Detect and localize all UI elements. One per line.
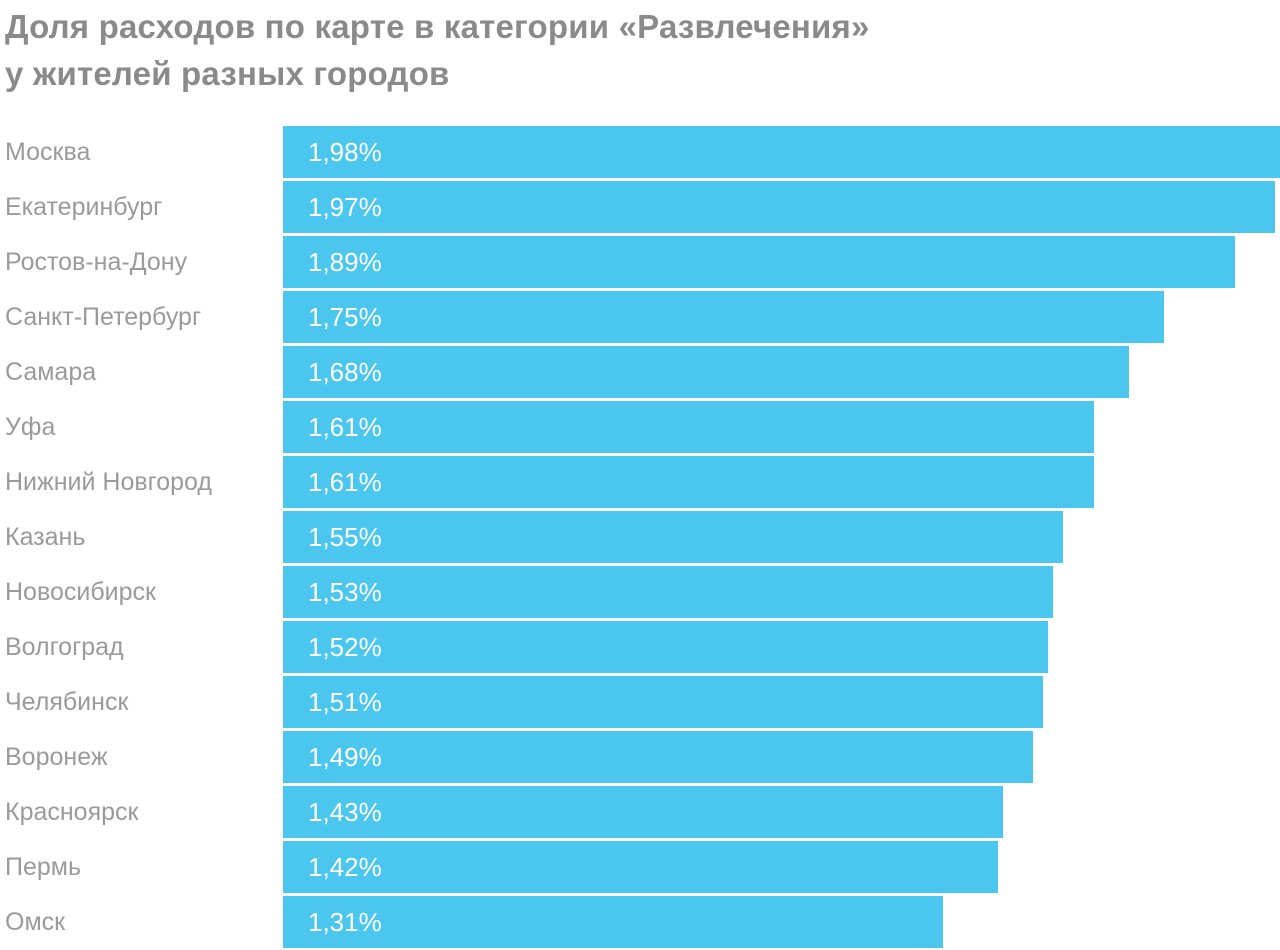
chart-title-line-1: Доля расходов по карте в категории «Разв… <box>5 8 870 45</box>
city-label: Екатеринбург <box>5 192 163 221</box>
bar: 1,52% <box>283 621 1049 673</box>
bar-value-label: 1,68% <box>308 356 382 387</box>
bar: 1,68% <box>283 346 1129 398</box>
bar-value-label: 1,42% <box>308 851 382 882</box>
bar-value-label: 1,52% <box>308 631 382 662</box>
bar: 1,98% <box>283 126 1280 178</box>
bar-value-label: 1,89% <box>308 246 382 277</box>
bar: 1,42% <box>283 841 999 893</box>
bar-track: 1,98% <box>283 126 1280 178</box>
bar-track: 1,75% <box>283 291 1280 343</box>
chart-row: Уфа 1,61% <box>0 401 1280 453</box>
chart-row: Пермь 1,42% <box>0 841 1280 893</box>
city-label: Пермь <box>5 852 81 881</box>
bar: 1,75% <box>283 291 1165 343</box>
chart-row: Санкт-Петербург 1,75% <box>0 291 1280 343</box>
city-label: Челябинск <box>5 687 129 716</box>
bar-track: 1,42% <box>283 841 1280 893</box>
city-label: Ростов-на-Дону <box>5 247 188 276</box>
chart-row: Самара 1,68% <box>0 346 1280 398</box>
bar-track: 1,97% <box>283 181 1280 233</box>
bar-track: 1,53% <box>283 566 1280 618</box>
city-label: Москва <box>5 137 91 166</box>
city-label: Волгоград <box>5 632 124 661</box>
bar-value-label: 1,55% <box>308 521 382 552</box>
bar: 1,43% <box>283 786 1004 838</box>
city-label: Новосибирск <box>5 577 156 606</box>
city-label: Самара <box>5 357 97 386</box>
chart-row: Челябинск 1,51% <box>0 676 1280 728</box>
chart-row: Ростов-на-Дону 1,89% <box>0 236 1280 288</box>
chart-row: Волгоград 1,52% <box>0 621 1280 673</box>
bar-value-label: 1,51% <box>308 686 382 717</box>
bar: 1,49% <box>283 731 1034 783</box>
chart-title-line-2: у жителей разных городов <box>5 55 450 92</box>
city-label: Санкт-Петербург <box>5 302 202 331</box>
chart-title: Доля расходов по карте в категории «Разв… <box>5 3 870 97</box>
bar: 1,51% <box>283 676 1044 728</box>
bar-value-label: 1,61% <box>308 466 382 497</box>
chart-row: Нижний Новгород 1,61% <box>0 456 1280 508</box>
bar-value-label: 1,43% <box>308 796 382 827</box>
bar: 1,55% <box>283 511 1064 563</box>
chart-row: Омск 1,31% <box>0 896 1280 948</box>
bar: 1,31% <box>283 896 943 948</box>
city-label: Воронеж <box>5 742 108 771</box>
bar-track: 1,31% <box>283 896 1280 948</box>
bar-value-label: 1,97% <box>308 191 382 222</box>
bar-track: 1,89% <box>283 236 1280 288</box>
bar-track: 1,61% <box>283 456 1280 508</box>
city-label: Уфа <box>5 412 56 441</box>
bar-value-label: 1,49% <box>308 741 382 772</box>
bar-value-label: 1,98% <box>308 136 382 167</box>
bar-value-label: 1,75% <box>308 301 382 332</box>
bar: 1,61% <box>283 401 1094 453</box>
bar: 1,61% <box>283 456 1094 508</box>
city-label: Нижний Новгород <box>5 467 212 496</box>
bar-track: 1,55% <box>283 511 1280 563</box>
chart-row: Воронеж 1,49% <box>0 731 1280 783</box>
chart-row: Казань 1,55% <box>0 511 1280 563</box>
chart-row: Красноярск 1,43% <box>0 786 1280 838</box>
chart-row: Новосибирск 1,53% <box>0 566 1280 618</box>
bar-track: 1,61% <box>283 401 1280 453</box>
bar-value-label: 1,61% <box>308 411 382 442</box>
chart-row: Москва 1,98% <box>0 126 1280 178</box>
city-label: Омск <box>5 907 66 936</box>
city-label: Красноярск <box>5 797 139 826</box>
bar-value-label: 1,53% <box>308 576 382 607</box>
bar-track: 1,49% <box>283 731 1280 783</box>
bar-value-label: 1,31% <box>308 906 382 937</box>
bar: 1,89% <box>283 236 1235 288</box>
bar-track: 1,43% <box>283 786 1280 838</box>
city-label: Казань <box>5 522 86 551</box>
chart-rows: Москва 1,98% Екатеринбург 1,97% Ростов-н… <box>0 126 1280 948</box>
bar: 1,97% <box>283 181 1275 233</box>
chart-row: Екатеринбург 1,97% <box>0 181 1280 233</box>
bar-track: 1,51% <box>283 676 1280 728</box>
bar-track: 1,52% <box>283 621 1280 673</box>
bar: 1,53% <box>283 566 1054 618</box>
bar-track: 1,68% <box>283 346 1280 398</box>
